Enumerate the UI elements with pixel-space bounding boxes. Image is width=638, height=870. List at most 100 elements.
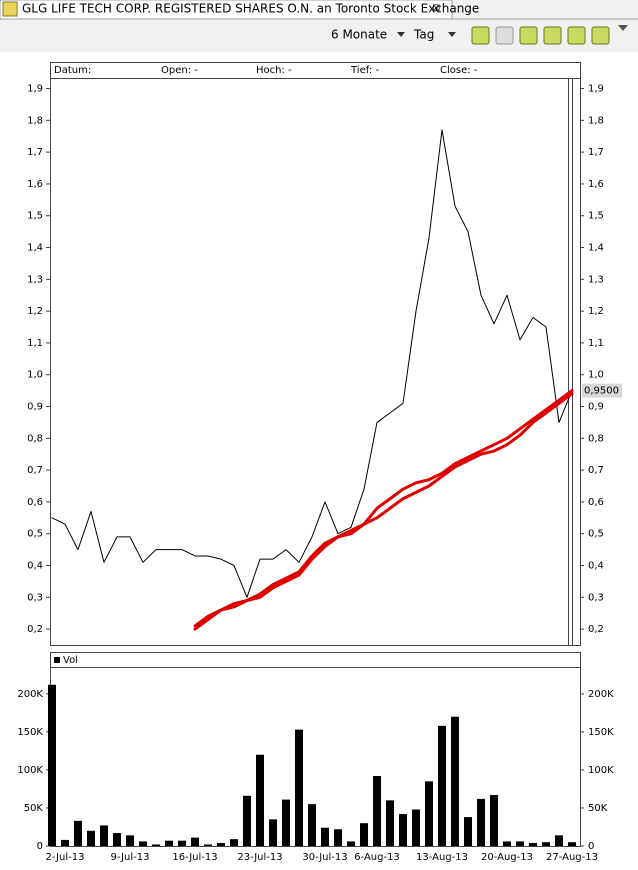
- y-tick-label-right: 0,3: [588, 592, 604, 603]
- y-tick-label: 0,4: [27, 561, 43, 572]
- settings-button[interactable]: [591, 26, 610, 45]
- legend-label: Vol: [63, 655, 78, 666]
- y-tick-label-right: 1,5: [588, 211, 604, 222]
- x-tick-label: 6-Aug-13: [354, 852, 400, 863]
- y-tick-label-right: 100K: [588, 765, 614, 776]
- volume-bar: [529, 842, 537, 846]
- volume-bar: [555, 835, 563, 846]
- volume-bar: [152, 844, 160, 846]
- volume-bar: [217, 842, 225, 846]
- y-tick-label-right: 1,8: [588, 115, 604, 126]
- y-tick-label-right: 0,6: [588, 497, 604, 508]
- volume-bar: [204, 844, 212, 846]
- refresh-button[interactable]: [519, 26, 538, 45]
- volume-bar: [464, 817, 472, 846]
- y-tick-label: 1,1: [27, 338, 43, 349]
- y-tick-label: 150K: [17, 727, 43, 738]
- y-tick-label: 1,3: [27, 274, 43, 285]
- y-tick-label-right: 1,4: [588, 243, 604, 254]
- y-tick-label: 200K: [17, 689, 43, 700]
- volume-bar: [282, 799, 290, 846]
- volume-bar: [477, 798, 485, 846]
- volume-bar: [399, 814, 407, 846]
- x-tick-label: 9-Jul-13: [111, 852, 150, 863]
- header-field: Close: -: [440, 65, 478, 76]
- volume-bar: [113, 833, 121, 846]
- y-tick-label: 0,9: [27, 402, 43, 413]
- y-tick-label-right: 150K: [588, 727, 614, 738]
- volume-bar: [230, 839, 238, 846]
- y-tick-label-right: 0,2: [588, 624, 604, 635]
- y-tick-label: 0,8: [27, 433, 43, 444]
- y-tick-label: 1,6: [27, 179, 43, 190]
- y-tick-label: 1,8: [27, 115, 43, 126]
- tab-close[interactable]: ⊠: [432, 3, 440, 14]
- y-tick-label-right: 1,0: [588, 370, 604, 381]
- y-tick-label-right: 1,9: [588, 84, 604, 95]
- volume-bar: [191, 837, 199, 846]
- volume-bar: [542, 842, 550, 846]
- header-field: Tief: -: [350, 65, 379, 76]
- x-tick-label: 2-Jul-13: [46, 852, 85, 863]
- y-tick-label-right: 0,8: [588, 433, 604, 444]
- y-tick-label-right: 0,5: [588, 529, 604, 540]
- volume-bar: [269, 819, 277, 846]
- y-tick-label: 0,6: [27, 497, 43, 508]
- y-tick-label: 0,5: [27, 529, 43, 540]
- tab-icon: [2, 1, 18, 17]
- y-tick-label-right: 1,2: [588, 306, 604, 317]
- y-tick-label-right: 1,6: [588, 179, 604, 190]
- period-select[interactable]: 6 Monate: [331, 28, 387, 42]
- volume-bar: [243, 795, 251, 846]
- y-tick-label: 1,2: [27, 306, 43, 317]
- y-tick-label-right: 0,9: [588, 402, 604, 413]
- price-line: [193, 392, 574, 631]
- volume-bar: [100, 825, 108, 846]
- reload-button[interactable]: [543, 26, 562, 45]
- y-tick-label: 0,3: [27, 592, 43, 603]
- x-tick-label: 13-Aug-13: [416, 852, 468, 863]
- volume-bar: [503, 841, 511, 846]
- menu-arrow[interactable]: [618, 25, 628, 31]
- volume-bar: [438, 725, 446, 846]
- volume-bar: [321, 827, 329, 846]
- print-button[interactable]: [495, 26, 514, 45]
- y-tick-label: 1,0: [27, 370, 43, 381]
- x-tick-label: 23-Jul-13: [237, 852, 282, 863]
- y-tick-label: 0,2: [27, 624, 43, 635]
- y-tick-label-right: 1,1: [588, 338, 604, 349]
- volume-bar: [308, 804, 316, 846]
- volume-bar: [373, 776, 381, 846]
- y-tick-label-right: 200K: [588, 689, 614, 700]
- volume-bar: [347, 841, 355, 846]
- y-tick-label: 0: [37, 841, 43, 852]
- header-field: Hoch: -: [256, 65, 292, 76]
- volume-bar: [165, 840, 173, 846]
- price-panel: [50, 62, 581, 646]
- volume-bar: [256, 754, 264, 846]
- expand-button[interactable]: [567, 26, 586, 45]
- volume-bar: [139, 841, 147, 846]
- x-tick-label: 27-Aug-13: [546, 852, 598, 863]
- y-tick-label: 100K: [17, 765, 43, 776]
- interval-select[interactable]: Tag: [413, 28, 434, 42]
- back-button[interactable]: [471, 26, 490, 45]
- volume-bar: [516, 841, 524, 846]
- header-field: Open: -: [161, 65, 198, 76]
- volume-bar: [386, 800, 394, 846]
- price-line: [51, 129, 573, 598]
- y-tick-label-right: 0,7: [588, 465, 604, 476]
- period-arrow[interactable]: [397, 32, 405, 37]
- toolbar-buttons: [471, 25, 628, 45]
- volume-bar: [48, 684, 56, 846]
- header-field: Datum:: [54, 65, 91, 76]
- volume-bar: [451, 716, 459, 846]
- volume-bar: [178, 840, 186, 846]
- last-value-box: [582, 383, 622, 398]
- volume-bar: [425, 781, 433, 846]
- y-tick-label: 1,5: [27, 211, 43, 222]
- y-tick-label: 0,7: [27, 465, 43, 476]
- interval-arrow[interactable]: [448, 32, 456, 37]
